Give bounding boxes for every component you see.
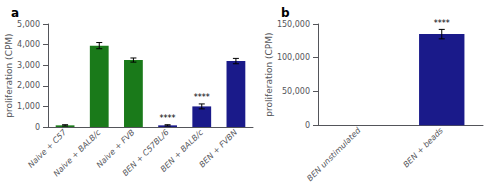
svg-text:****: **** xyxy=(194,93,210,102)
svg-text:b: b xyxy=(281,6,290,20)
svg-text:Naive + C57: Naive + C57 xyxy=(26,127,69,170)
svg-text:0: 0 xyxy=(305,121,310,130)
svg-text:100,000: 100,000 xyxy=(277,53,310,62)
svg-text:proliferation (CPM): proliferation (CPM) xyxy=(4,33,14,117)
svg-text:BEN unstimulated: BEN unstimulated xyxy=(305,125,363,183)
svg-text:****: **** xyxy=(160,114,176,123)
svg-text:BEN + BALB/c: BEN + BALB/c xyxy=(159,127,206,174)
svg-text:a: a xyxy=(11,6,19,20)
svg-text:50,000: 50,000 xyxy=(282,87,310,96)
svg-text:BEN + FVBN: BEN + FVBN xyxy=(198,128,240,170)
svg-text:150,000: 150,000 xyxy=(277,20,310,29)
svg-text:1,000: 1,000 xyxy=(17,102,40,111)
svg-text:proliferation (CPM): proliferation (CPM) xyxy=(264,32,274,116)
svg-text:BEN + C57BL/6: BEN + C57BL/6 xyxy=(120,127,171,178)
svg-text:2,000: 2,000 xyxy=(17,81,40,90)
svg-text:0: 0 xyxy=(35,123,40,132)
svg-text:5,000: 5,000 xyxy=(17,20,40,29)
svg-text:****: **** xyxy=(434,19,450,28)
svg-text:Naive + BALB/c: Naive + BALB/c xyxy=(52,127,103,178)
svg-text:Naive + FVB: Naive + FVB xyxy=(94,127,137,170)
svg-text:BEN + beads: BEN + beads xyxy=(402,126,445,169)
svg-text:4,000: 4,000 xyxy=(17,40,40,49)
svg-text:3,000: 3,000 xyxy=(17,61,40,70)
